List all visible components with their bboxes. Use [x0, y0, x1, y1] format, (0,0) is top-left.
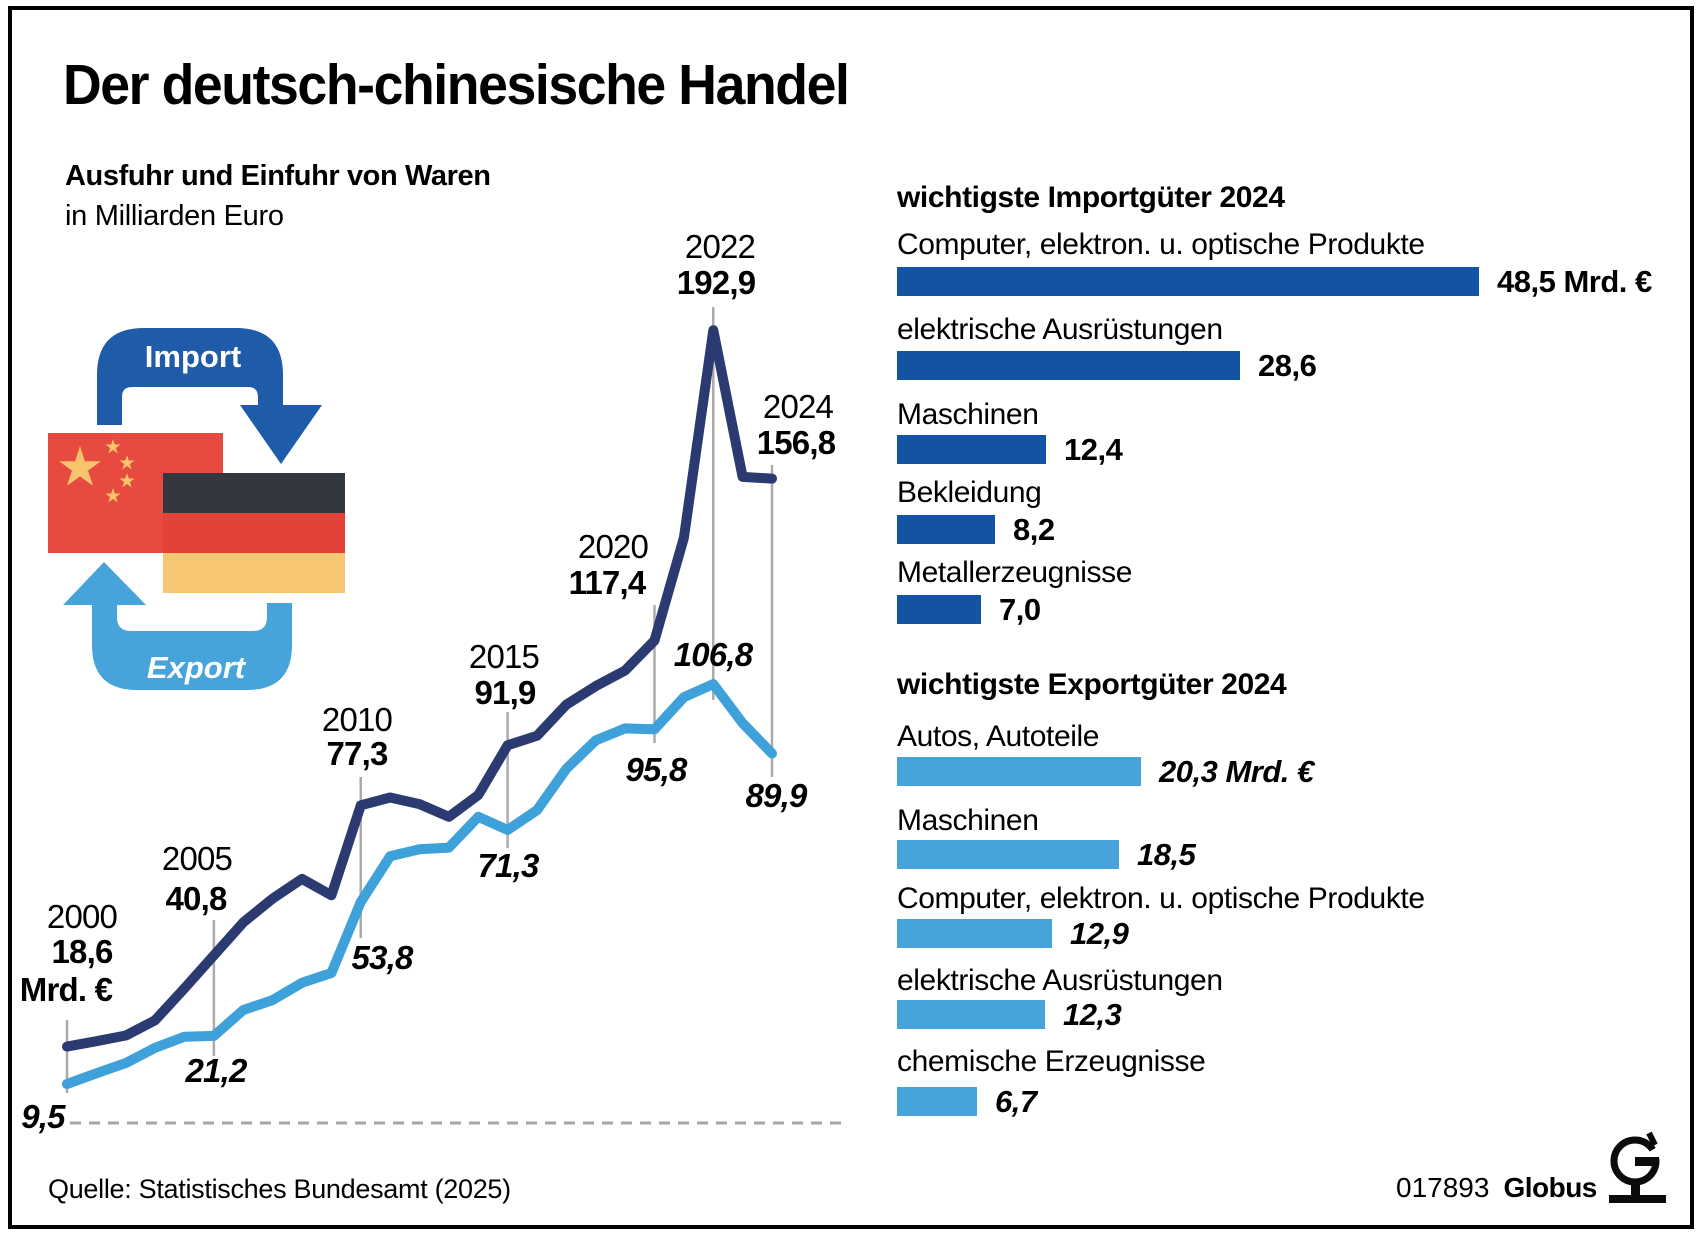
- trade-line-chart: [62, 307, 843, 1125]
- export-good-label: Autos, Autoteile: [897, 720, 1100, 753]
- export-bar-row: 6,7: [897, 1084, 1037, 1119]
- export-bar-value: 20,3 Mrd. €: [1159, 753, 1314, 789]
- year-label-2020: 2020: [577, 528, 649, 565]
- export-good-label: elektrische Ausrüstungen: [897, 964, 1223, 997]
- export-value-2024: 89,9: [745, 777, 807, 814]
- export-bar-row: 12,9: [897, 916, 1129, 951]
- export-series-line: [62, 679, 777, 1089]
- year-label-2022: 2022: [684, 228, 756, 265]
- brand-name: Globus: [1503, 1172, 1597, 1203]
- import-bar-value: 48,5 Mrd. €: [1497, 263, 1652, 299]
- export-value-2005: 21,2: [185, 1052, 247, 1089]
- import-series-line: [62, 325, 777, 1052]
- import-bar: [897, 435, 1046, 464]
- export-value-2020: 95,8: [625, 751, 687, 788]
- export-bar: [897, 757, 1141, 786]
- export-bar: [897, 840, 1119, 869]
- import-bar-row: 7,0: [897, 592, 1041, 627]
- import-bar-value: 28,6: [1258, 347, 1317, 383]
- import-bar-row: 48,5 Mrd. €: [897, 264, 1652, 299]
- import-arrow-icon: [97, 328, 322, 464]
- export-bar-value: 12,3: [1063, 996, 1122, 1032]
- page-title: Der deutsch-chinesische Handel: [63, 53, 850, 117]
- import-value-2022: 192,9: [676, 264, 756, 301]
- import-value-2015: 91,9: [474, 674, 536, 711]
- export-good-label: chemische Erzeugnisse: [897, 1045, 1206, 1078]
- import-bar-value: 7,0: [999, 591, 1041, 627]
- import-value-2010: 77,3: [326, 735, 388, 772]
- import-bar-row: 8,2: [897, 512, 1055, 547]
- export-value-2010: 53,8: [351, 939, 413, 976]
- export-bar: [897, 1000, 1045, 1029]
- export-bar-value: 6,7: [995, 1083, 1037, 1119]
- import-bar: [897, 351, 1240, 380]
- export-arrow-label: Export: [147, 650, 247, 685]
- export-bar-row: 18,5: [897, 837, 1196, 872]
- year-label-2000: 2000: [46, 898, 118, 935]
- graphic-id: 017893: [1396, 1172, 1490, 1203]
- import-value-2000: 18,6: [51, 933, 113, 970]
- year-label-2015: 2015: [468, 638, 540, 675]
- import-good-label: Maschinen: [897, 398, 1039, 431]
- publisher-credit: 017893 Globus: [1396, 1172, 1597, 1204]
- export-value-2000: 9,5: [21, 1098, 65, 1135]
- export-bar: [897, 1087, 977, 1116]
- export-bar-row: 12,3: [897, 997, 1122, 1032]
- export-good-label: Computer, elektron. u. optische Produkte: [897, 882, 1425, 915]
- export-bar-value: 12,9: [1070, 915, 1129, 951]
- import-value-2005: 40,8: [165, 880, 227, 917]
- import-good-label: elektrische Ausrüstungen: [897, 313, 1223, 346]
- globus-logo-icon: [1609, 1131, 1668, 1203]
- import-goods-header: wichtigste Importgüter 2024: [897, 181, 1285, 214]
- source-note: Quelle: Statistisches Bundesamt (2025): [48, 1174, 511, 1204]
- import-good-label: Metallerzeugnisse: [897, 556, 1132, 589]
- export-bar: [897, 919, 1052, 948]
- trade-flow-graphic: Import Export: [48, 328, 345, 690]
- export-goods-header: wichtigste Exportgüter 2024: [897, 668, 1287, 701]
- germany-flag: [163, 473, 345, 593]
- import-value-2020: 117,4: [568, 564, 647, 601]
- year-label-2024: 2024: [762, 388, 834, 425]
- year-ticks: [65, 307, 774, 1093]
- export-bar-row: 20,3 Mrd. €: [897, 754, 1314, 789]
- import-bar: [897, 267, 1479, 296]
- line-chart-subtitle-unit: in Milliarden Euro: [65, 200, 284, 232]
- unit-label: Mrd. €: [19, 971, 113, 1008]
- export-value-2022: 106,8: [673, 636, 753, 673]
- import-bar: [897, 515, 995, 544]
- export-good-label: Maschinen: [897, 804, 1039, 837]
- import-bar-value: 8,2: [1013, 511, 1055, 547]
- import-bar: [897, 595, 981, 624]
- import-bar-row: 28,6: [897, 348, 1317, 383]
- import-good-label: Bekleidung: [897, 476, 1042, 509]
- import-bar-row: 12,4: [897, 432, 1123, 467]
- import-good-label: Computer, elektron. u. optische Produkte: [897, 228, 1425, 261]
- year-label-2010: 2010: [321, 701, 393, 738]
- export-value-2015: 71,3: [477, 847, 539, 884]
- import-arrow-label: Import: [145, 339, 241, 374]
- year-label-2005: 2005: [161, 840, 233, 877]
- line-chart-subtitle-bold: Ausfuhr und Einfuhr von Waren: [65, 160, 491, 192]
- import-value-2024: 156,8: [756, 424, 836, 461]
- import-bar-value: 12,4: [1064, 431, 1123, 467]
- export-arrow-icon: [63, 562, 292, 690]
- export-bar-value: 18,5: [1137, 836, 1196, 872]
